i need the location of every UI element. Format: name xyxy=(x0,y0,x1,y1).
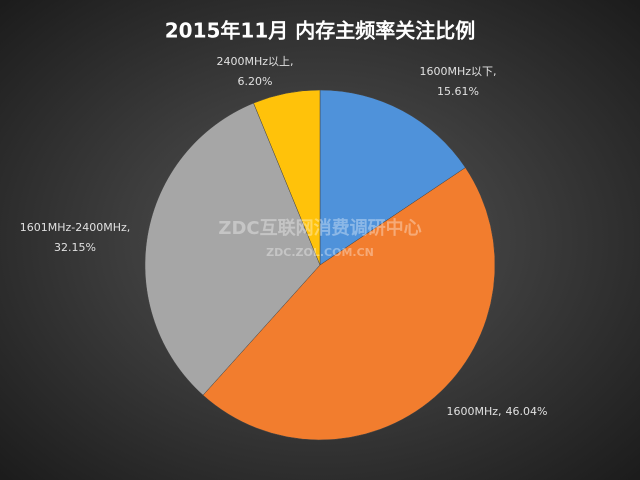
slice-value-label: 46.04% xyxy=(506,405,548,418)
pie-slice xyxy=(319,89,466,266)
pie-slice xyxy=(144,102,321,396)
slice-value-label: 32.15% xyxy=(54,241,96,254)
watermark: ZDC互联网消费调研中心 xyxy=(218,217,421,239)
slice-category-label: 1600MHz, xyxy=(447,405,502,418)
slice-value-label: 6.20% xyxy=(238,75,273,88)
slice-value-label: 15.61% xyxy=(437,85,479,98)
pie-slice xyxy=(202,167,496,441)
pie xyxy=(144,89,496,441)
slice-category-label: 1600MHz以下, xyxy=(419,65,496,78)
pie-slice xyxy=(253,89,321,266)
chart-title: 2015年11月 内存主频率关注比例 xyxy=(165,19,475,43)
slice-label: 1600MHz, 46.04% xyxy=(447,405,548,418)
watermark: ZDC.ZOL.COM.CN xyxy=(266,246,374,259)
slice-category-label: 2400MHz以上, xyxy=(216,55,293,68)
slice-category-label: 1601MHz-2400MHz, xyxy=(20,221,131,234)
